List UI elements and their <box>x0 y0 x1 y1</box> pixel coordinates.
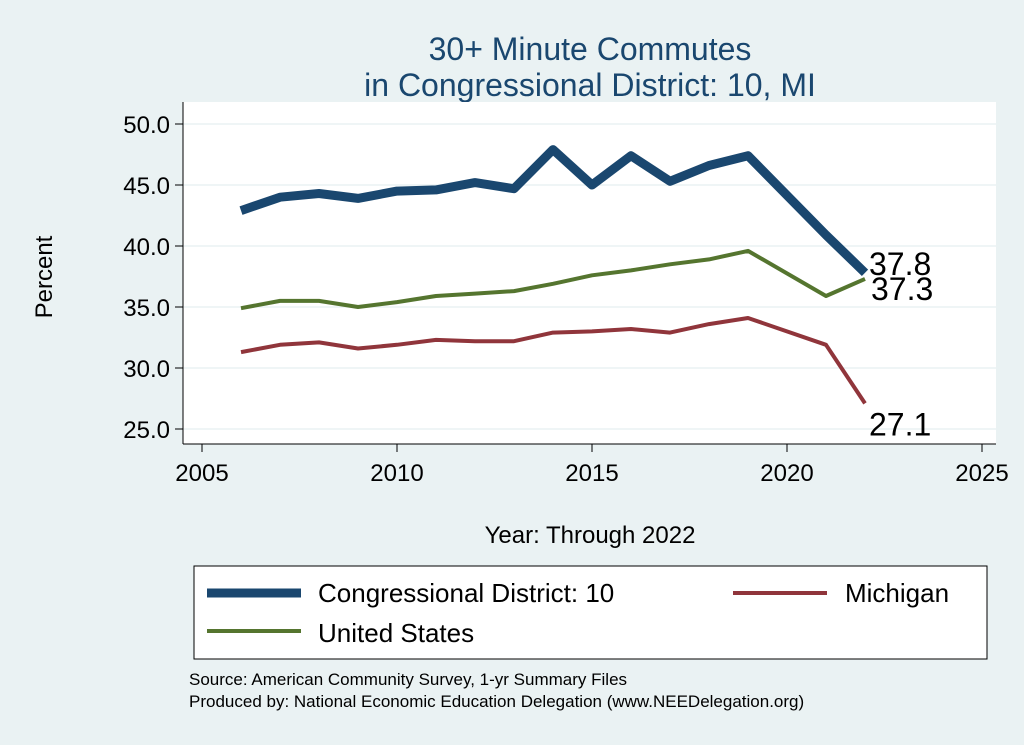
series-line-michigan <box>240 316 867 405</box>
end-value-label: 37.8 <box>869 246 931 282</box>
chart-title-line-2: in Congressional District: 10, MI <box>364 67 816 103</box>
x-tick-label: 2015 <box>565 460 618 487</box>
legend-label-united-states: United States <box>318 618 474 648</box>
legend-label-michigan: Michigan <box>845 578 949 608</box>
x-tick-label: 2020 <box>760 460 813 487</box>
y-tick-label: 40.0 <box>123 234 170 261</box>
series-line-united-states <box>240 248 866 311</box>
x-tick-label: 2025 <box>955 460 1008 487</box>
series-lines <box>239 145 869 405</box>
y-tick-label: 45.0 <box>123 173 170 200</box>
end-value-label: 27.1 <box>869 406 931 442</box>
x-tick-label: 2010 <box>370 460 423 487</box>
y-axis-title: Percent <box>31 235 58 318</box>
grid-lines <box>183 123 996 430</box>
y-tick-label: 50.0 <box>123 112 170 139</box>
y-tick-label: 35.0 <box>123 295 170 322</box>
x-tick-label: 2005 <box>175 460 228 487</box>
x-axis-title: Year: Through 2022 <box>485 522 696 549</box>
axis-ticks: 25.0 30.0 35.0 40.0 45.0 50.0 2005 2010 2015 2020… <box>123 112 1008 487</box>
y-tick-label: 30.0 <box>123 356 170 383</box>
end-value-label: 37.3 <box>871 271 933 307</box>
y-tick-label: 25.0 <box>123 417 170 444</box>
legend: Congressional District: 10 Michigan Unit… <box>193 565 988 660</box>
source-note: Source: American Community Survey, 1-yr … <box>189 670 627 689</box>
legend-label-district: Congressional District: 10 <box>318 578 614 608</box>
producer-note: Produced by: National Economic Education… <box>189 692 804 711</box>
series-line-congressional-district-10 <box>239 145 869 277</box>
end-labels: 37.8 27.1 37.3 <box>869 246 933 443</box>
chart-title-line-1: 30+ Minute Commutes <box>429 31 752 67</box>
legend-box <box>193 565 988 660</box>
